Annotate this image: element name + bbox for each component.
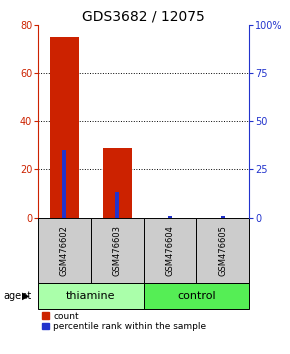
Text: GSM476602: GSM476602 xyxy=(60,225,69,276)
Bar xyxy=(221,216,225,217)
Bar xyxy=(197,217,249,283)
Text: control: control xyxy=(177,291,216,301)
Text: thiamine: thiamine xyxy=(66,291,115,301)
Bar xyxy=(144,283,249,309)
Legend: count, percentile rank within the sample: count, percentile rank within the sample xyxy=(42,312,206,331)
Bar xyxy=(103,148,132,217)
Bar xyxy=(62,150,66,217)
Bar xyxy=(115,193,119,217)
Bar xyxy=(38,283,144,309)
Bar xyxy=(38,217,90,283)
Text: agent: agent xyxy=(3,291,31,301)
Bar xyxy=(144,217,196,283)
Text: GSM476605: GSM476605 xyxy=(218,225,227,276)
Text: ▶: ▶ xyxy=(22,291,29,301)
Bar xyxy=(90,217,144,283)
Text: GSM476604: GSM476604 xyxy=(166,225,175,276)
Bar xyxy=(50,37,79,217)
Bar xyxy=(168,216,172,217)
Text: GSM476603: GSM476603 xyxy=(113,225,122,276)
Title: GDS3682 / 12075: GDS3682 / 12075 xyxy=(82,10,205,24)
